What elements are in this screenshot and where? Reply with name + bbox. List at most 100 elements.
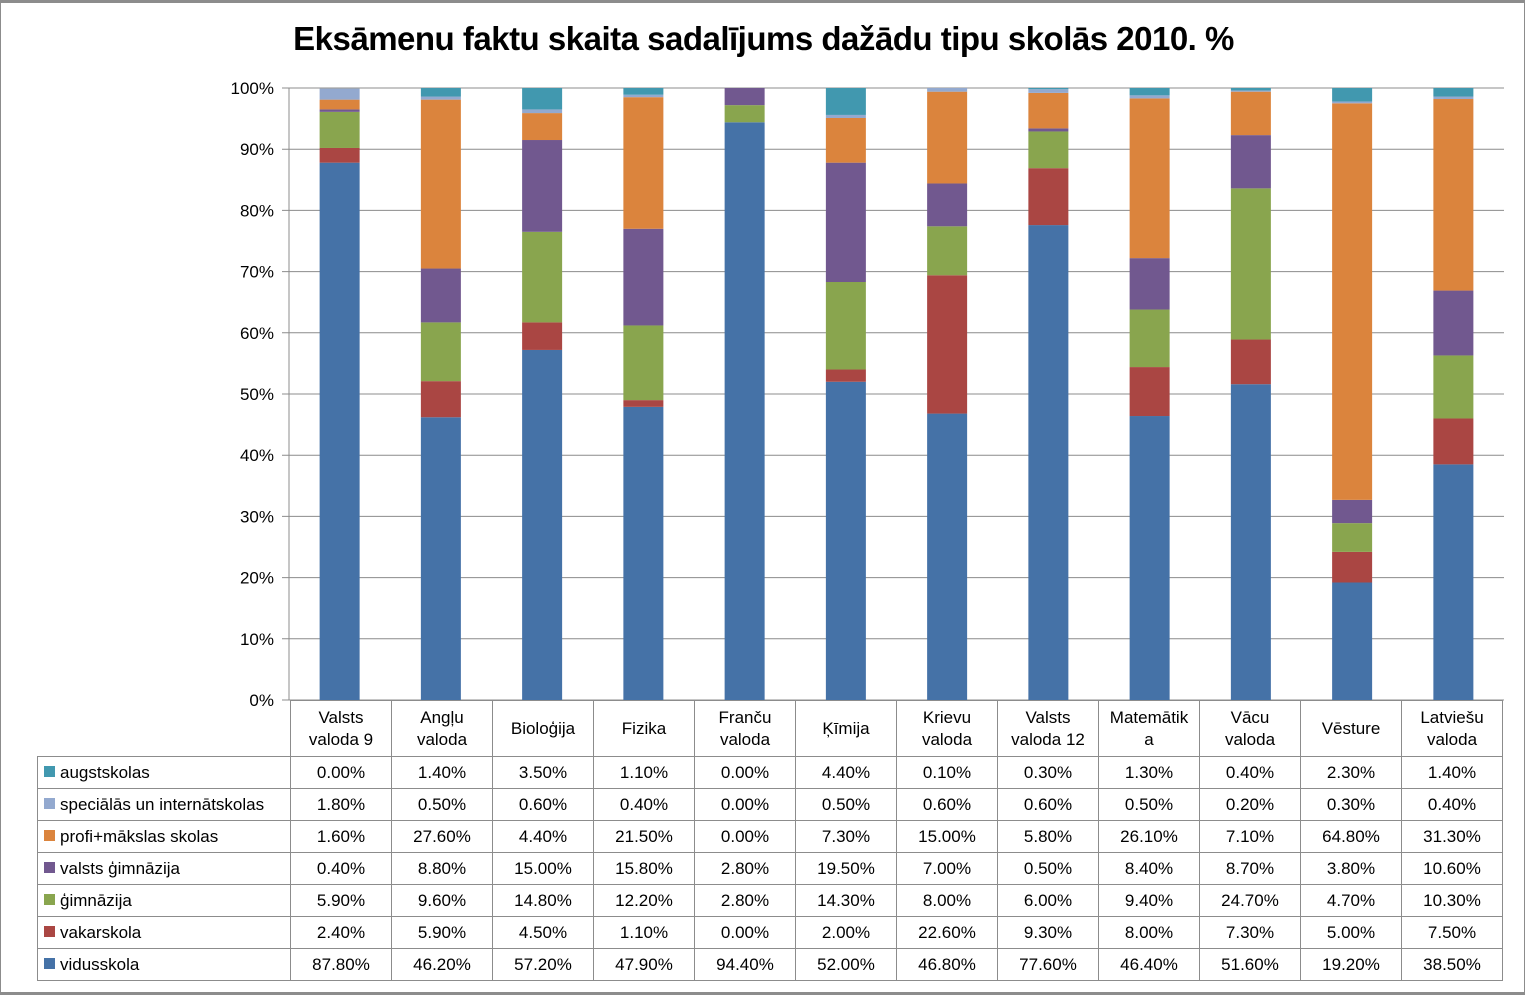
bar-segment bbox=[1028, 92, 1069, 129]
data-label: 0.00% bbox=[694, 756, 796, 789]
data-label: 19.20% bbox=[1300, 948, 1402, 981]
data-label: 5.90% bbox=[290, 884, 392, 917]
x-tick-label: Franču valoda bbox=[694, 700, 796, 757]
x-tick-label: Valsts valoda 9 bbox=[290, 700, 392, 757]
bar-segment bbox=[319, 109, 360, 112]
bar-segment bbox=[420, 322, 461, 382]
y-tick-label: 20% bbox=[240, 569, 274, 588]
data-label: 24.70% bbox=[1199, 884, 1301, 917]
data-label: 26.10% bbox=[1098, 820, 1200, 853]
x-tick-label: Angļu valoda bbox=[391, 700, 493, 757]
bar-segment bbox=[1028, 131, 1069, 169]
bar-segment bbox=[1332, 88, 1373, 102]
bar-segment bbox=[927, 226, 968, 276]
legend-label: vidusskola bbox=[60, 954, 140, 974]
data-label: 5.00% bbox=[1300, 916, 1402, 949]
data-label: 2.30% bbox=[1300, 756, 1402, 789]
bar-segment bbox=[420, 268, 461, 323]
data-label: 0.00% bbox=[694, 916, 796, 949]
data-label: 7.10% bbox=[1199, 820, 1301, 853]
bar-segment bbox=[522, 140, 563, 232]
legend-entry: valsts ģimnāzija bbox=[37, 852, 291, 885]
data-label: 0.20% bbox=[1199, 788, 1301, 821]
data-label: 1.10% bbox=[593, 756, 695, 789]
bar-segment bbox=[724, 122, 765, 701]
bar-segment bbox=[522, 322, 563, 350]
data-label: 7.30% bbox=[795, 820, 897, 853]
data-label: 0.50% bbox=[1098, 788, 1200, 821]
data-label: 46.20% bbox=[391, 948, 493, 981]
data-label: 0.50% bbox=[391, 788, 493, 821]
data-label: 0.00% bbox=[290, 756, 392, 789]
legend-entry: vakarskola bbox=[37, 916, 291, 949]
bar-segment bbox=[1332, 523, 1373, 552]
bar-segment bbox=[1230, 188, 1271, 340]
bar-segment bbox=[522, 88, 563, 110]
bar-segment bbox=[1028, 128, 1069, 132]
data-label: 31.30% bbox=[1401, 820, 1503, 853]
data-label: 9.60% bbox=[391, 884, 493, 917]
data-label: 46.40% bbox=[1098, 948, 1200, 981]
data-label: 52.00% bbox=[795, 948, 897, 981]
data-label: 1.10% bbox=[593, 916, 695, 949]
data-label: 27.60% bbox=[391, 820, 493, 853]
bar-segment bbox=[623, 94, 664, 98]
bar-segment bbox=[319, 88, 360, 100]
data-label: 9.40% bbox=[1098, 884, 1200, 917]
data-label: 57.20% bbox=[492, 948, 594, 981]
bar-segment bbox=[1028, 225, 1069, 700]
bar-segment bbox=[1129, 309, 1170, 368]
data-label: 4.70% bbox=[1300, 884, 1402, 917]
x-tick-label: Vācu valoda bbox=[1199, 700, 1301, 757]
bar-segment bbox=[825, 381, 866, 700]
legend-swatch bbox=[44, 893, 55, 905]
y-tick-label: 100% bbox=[231, 79, 274, 98]
bar-segment bbox=[522, 231, 563, 323]
data-label: 5.90% bbox=[391, 916, 493, 949]
bar-stack bbox=[1129, 88, 1170, 700]
chart-title: Eksāmenu faktu skaita sadalījums dažādu … bbox=[293, 20, 1234, 57]
gridlines bbox=[282, 87, 1504, 701]
y-tick-label: 40% bbox=[240, 446, 274, 465]
bar-segment bbox=[319, 99, 360, 110]
bar-segment bbox=[623, 325, 664, 401]
data-label: 4.50% bbox=[492, 916, 594, 949]
bar-segment bbox=[825, 282, 866, 370]
legend-swatch bbox=[44, 829, 55, 841]
bar-segment bbox=[1433, 355, 1474, 419]
data-label: 2.80% bbox=[694, 852, 796, 885]
bar-segment bbox=[1433, 96, 1474, 100]
legend-entry: ģimnāzija bbox=[37, 884, 291, 917]
bar-segment bbox=[623, 228, 664, 326]
legend-entry: speciālās un internātskolas bbox=[37, 788, 291, 821]
data-label: 15.00% bbox=[896, 820, 998, 853]
y-tick-label: 50% bbox=[240, 385, 274, 404]
bar-segment bbox=[1332, 103, 1373, 500]
table-row: ģimnāzija 5.90% 9.60% 14.80% 12.20% 2.80% 14.3… bbox=[37, 884, 1503, 917]
bar-segment bbox=[825, 369, 866, 382]
data-label: 64.80% bbox=[1300, 820, 1402, 853]
data-label: 6.00% bbox=[997, 884, 1099, 917]
x-tick-label: Valsts valoda 12 bbox=[997, 700, 1099, 757]
legend-label: vakarskola bbox=[60, 922, 142, 942]
data-label: 0.30% bbox=[1300, 788, 1402, 821]
bar-segment bbox=[1230, 90, 1271, 92]
bars bbox=[319, 88, 1474, 701]
data-label: 1.60% bbox=[290, 820, 392, 853]
data-label: 8.00% bbox=[1098, 916, 1200, 949]
bar-stack bbox=[724, 88, 765, 701]
bar-segment bbox=[1230, 384, 1271, 700]
x-tick-label: Bioloģija bbox=[492, 700, 594, 757]
table-row: speciālās un internātskolas 1.80% 0.50% 0.6… bbox=[37, 788, 1503, 821]
data-label: 8.80% bbox=[391, 852, 493, 885]
legend-label: augstskolas bbox=[60, 762, 150, 782]
data-label: 10.30% bbox=[1401, 884, 1503, 917]
legend-label: profi+mākslas skolas bbox=[60, 826, 219, 846]
table-corner bbox=[37, 700, 291, 757]
bar-stack bbox=[1028, 88, 1069, 700]
bar-stack bbox=[522, 88, 563, 700]
data-label: 1.40% bbox=[1401, 756, 1503, 789]
bar-segment bbox=[1230, 88, 1271, 91]
data-label: 0.40% bbox=[1401, 788, 1503, 821]
bar-stack bbox=[1433, 88, 1474, 700]
